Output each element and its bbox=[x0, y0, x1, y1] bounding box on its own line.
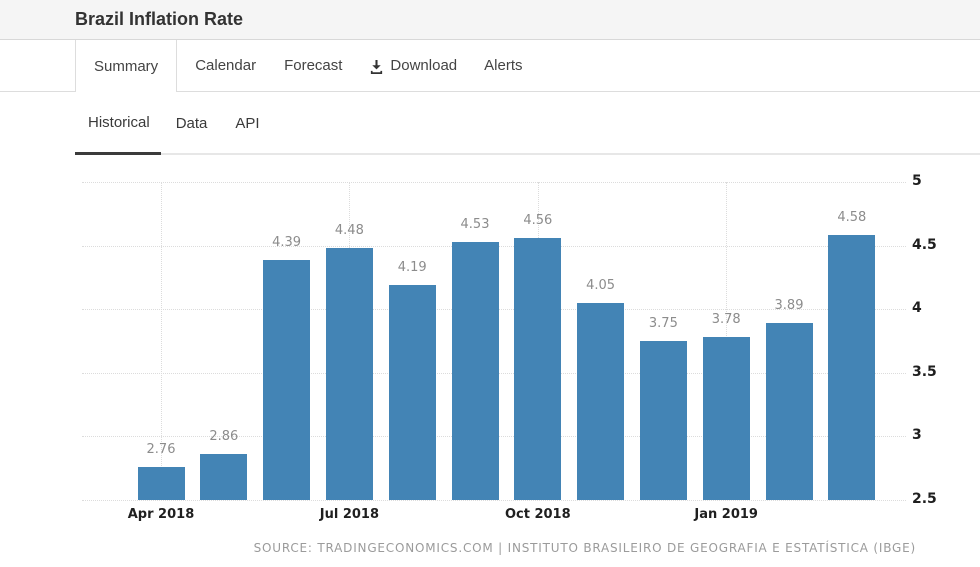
bar-value-label: 4.39 bbox=[272, 234, 302, 250]
y-axis-tick-label: 3 bbox=[912, 427, 922, 444]
bar[interactable] bbox=[639, 341, 687, 500]
bar[interactable] bbox=[200, 454, 248, 500]
bar[interactable] bbox=[137, 466, 185, 500]
tab-download[interactable]: Download bbox=[356, 40, 470, 91]
bar-value-label: 2.76 bbox=[146, 441, 176, 457]
y-axis-tick-label: 2.5 bbox=[912, 491, 937, 507]
y-axis-tick-label: 5 bbox=[912, 173, 922, 189]
tab-alerts-label: Alerts bbox=[484, 57, 523, 74]
subtab-api[interactable]: API bbox=[223, 92, 271, 155]
horizontal-gridline bbox=[82, 182, 906, 183]
bar-value-label: 4.56 bbox=[523, 212, 553, 228]
bar-value-label: 4.19 bbox=[397, 260, 427, 276]
bar[interactable] bbox=[263, 259, 311, 500]
bar[interactable] bbox=[325, 248, 373, 500]
subtab-historical[interactable]: Historical bbox=[75, 92, 161, 155]
bar-value-label: 3.78 bbox=[711, 312, 741, 328]
y-axis-tick-label: 3.5 bbox=[912, 363, 937, 380]
subtab-api-label: API bbox=[235, 115, 260, 132]
subtab-data[interactable]: Data bbox=[164, 92, 220, 155]
bar-value-label: 3.89 bbox=[774, 298, 804, 314]
bar-value-label: 2.86 bbox=[209, 429, 239, 445]
main-tab-bar: Summary Calendar Forecast Download Alert… bbox=[0, 40, 980, 92]
y-axis-tick-label: 4.5 bbox=[912, 236, 937, 253]
tab-download-label: Download bbox=[390, 57, 458, 74]
bar-value-label: 4.58 bbox=[837, 210, 867, 226]
bar[interactable] bbox=[702, 337, 750, 500]
inflation-bar-chart: SOURCE: TRADINGECONOMICS.COM | INSTITUTO… bbox=[0, 160, 980, 567]
tab-forecast-label: Forecast bbox=[284, 57, 343, 74]
vertical-gridline bbox=[161, 182, 162, 500]
bar-value-label: 4.05 bbox=[586, 277, 616, 293]
sub-tab-bar: Historical Data API bbox=[75, 92, 980, 155]
tab-calendar-label: Calendar bbox=[195, 57, 257, 74]
bar[interactable] bbox=[828, 235, 876, 500]
bar[interactable] bbox=[577, 302, 625, 500]
bar[interactable] bbox=[765, 323, 813, 500]
tab-summary-label: Summary bbox=[94, 57, 159, 75]
page-title: Brazil Inflation Rate bbox=[75, 9, 244, 29]
bar-value-label: 4.48 bbox=[334, 223, 364, 239]
tab-forecast[interactable]: Forecast bbox=[270, 40, 356, 91]
x-axis-tick-label: Jan 2019 bbox=[694, 507, 758, 522]
tab-summary[interactable]: Summary bbox=[75, 40, 178, 92]
chart-source-credit: SOURCE: TRADINGECONOMICS.COM | INSTITUTO… bbox=[253, 541, 916, 555]
page-header: Brazil Inflation Rate bbox=[0, 0, 980, 40]
y-axis-tick-label: 4 bbox=[912, 300, 922, 317]
subtab-data-label: Data bbox=[175, 115, 208, 132]
x-axis-tick-label: Oct 2018 bbox=[504, 507, 571, 522]
subtab-historical-label: Historical bbox=[88, 113, 150, 131]
bar-value-label: 4.53 bbox=[460, 216, 490, 232]
tab-alerts[interactable]: Alerts bbox=[470, 40, 536, 91]
download-icon bbox=[369, 59, 384, 74]
tab-calendar[interactable]: Calendar bbox=[181, 40, 270, 91]
bar[interactable] bbox=[451, 241, 499, 500]
x-axis-tick-label: Apr 2018 bbox=[127, 507, 195, 522]
horizontal-gridline bbox=[82, 500, 906, 501]
x-axis-tick-label: Jul 2018 bbox=[319, 507, 380, 522]
bar[interactable] bbox=[514, 237, 562, 500]
bar-value-label: 3.75 bbox=[648, 316, 678, 331]
bar[interactable] bbox=[388, 285, 436, 500]
